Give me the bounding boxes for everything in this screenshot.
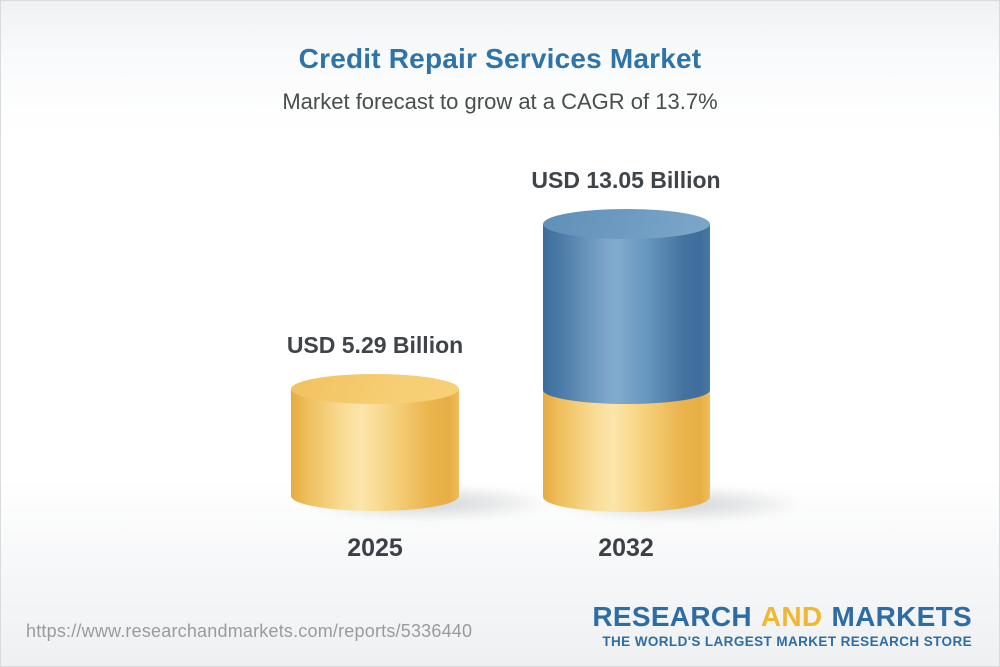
logo-wordmark: RESEARCH AND MARKETS [592, 603, 972, 631]
report-url-link[interactable]: https://www.researchandmarkets.com/repor… [26, 621, 473, 641]
bar-2025-cylinder [291, 374, 459, 511]
logo-word-research: RESEARCH [592, 601, 752, 632]
logo-word-and: AND [760, 601, 823, 632]
bar-2025-body [291, 389, 459, 511]
logo-tagline: THE WORLD'S LARGEST MARKET RESEARCH STOR… [602, 634, 972, 649]
bar-2032-base-segment [543, 390, 710, 512]
chart-title: Credit Repair Services Market [298, 43, 702, 74]
bar-2032-growth-segment [543, 224, 710, 404]
value-label-2032: USD 13.05 Billion [531, 167, 721, 193]
bar-2032-top-ellipse [543, 209, 710, 239]
logo-word-markets: MARKETS [831, 601, 972, 632]
x-axis-label-2025: 2025 [347, 534, 403, 562]
x-axis-label-2032: 2032 [598, 534, 654, 562]
chart-subtitle: Market forecast to grow at a CAGR of 13.… [282, 89, 718, 114]
bar-2032-cylinder [543, 209, 710, 512]
bar-2025-top-ellipse [291, 374, 459, 404]
research-and-markets-logo: RESEARCH AND MARKETS THE WORLD'S LARGEST… [592, 603, 972, 650]
value-label-2025: USD 5.29 Billion [286, 332, 464, 358]
